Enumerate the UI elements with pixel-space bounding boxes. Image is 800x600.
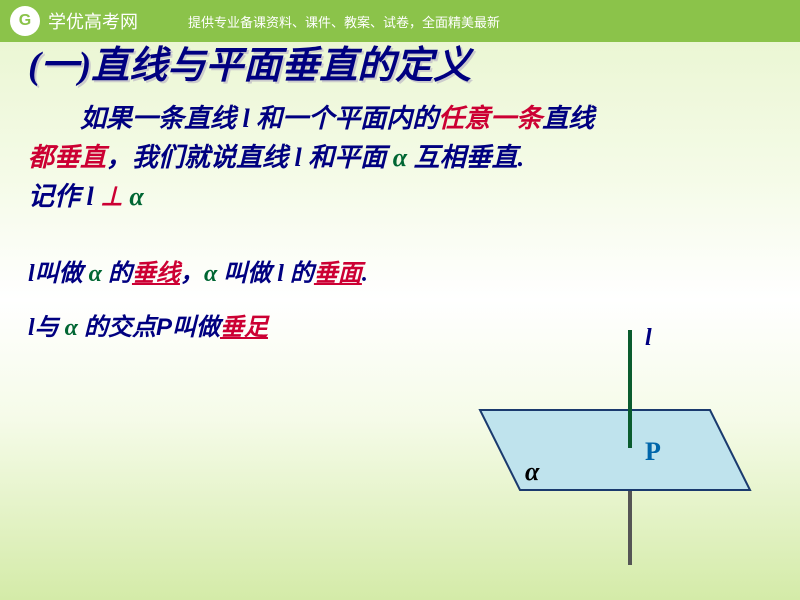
text: ， [180,261,204,287]
terminology-line-1: l叫做 α 的垂线，α 叫做 l 的垂面. [28,256,772,292]
tagline: 提供专业备课资料、课件、教案、试卷，全面精美最新 [188,12,500,31]
keyword-any: 任意一条 [438,104,542,133]
var-alpha: α [204,261,217,287]
text: 与 [35,315,65,341]
text: 互相垂直. [407,143,524,172]
term-perpendicular-plane: 垂面 [314,261,362,287]
text: 的 [102,261,132,287]
label-p: P [645,437,661,466]
point-p: P [156,314,172,341]
text: 和一个平面内的 [250,104,439,133]
plane-alpha [480,410,750,490]
text: ，我们就说直线 [106,143,295,172]
text: 叫做 [172,315,220,341]
var-alpha: α [65,315,78,341]
var-l: l [87,182,94,211]
var-alpha: α [89,261,102,287]
var-l: l [277,261,284,287]
slide-title: (一)直线与平面垂直的定义 [28,34,772,89]
label-l: l [645,325,652,351]
keyword-perpendicular: 都垂直 [28,143,106,172]
text: 叫做 [217,261,277,287]
text: . [362,261,368,287]
var-l: l [28,261,35,287]
term-perpendicular-line: 垂线 [132,261,180,287]
text: 的交点 [78,315,156,341]
content: (一)直线与平面垂直的定义 如果一条直线 l 和一个平面内的任意一条直线 都垂直… [0,34,800,346]
perp-symbol: ⊥ [94,182,130,211]
term-foot: 垂足 [220,315,268,341]
site-name: 学优高考网 [48,8,138,34]
text: 的 [284,261,314,287]
text: 如果一条直线 [80,104,243,133]
text: 和平面 [302,143,393,172]
logo: G [10,6,40,36]
definition-paragraph: 如果一条直线 l 和一个平面内的任意一条直线 都垂直，我们就说直线 l 和平面 … [28,99,772,216]
var-alpha: α [393,143,407,172]
text: 直线 [542,104,594,133]
text: 叫做 [35,261,89,287]
var-l: l [28,315,35,341]
var-alpha: α [129,182,143,211]
text: 记作 [28,182,87,211]
var-l: l [295,143,302,172]
var-l: l [243,104,250,133]
label-alpha: α [525,457,540,486]
perpendicular-diagram: l P α [430,320,770,570]
